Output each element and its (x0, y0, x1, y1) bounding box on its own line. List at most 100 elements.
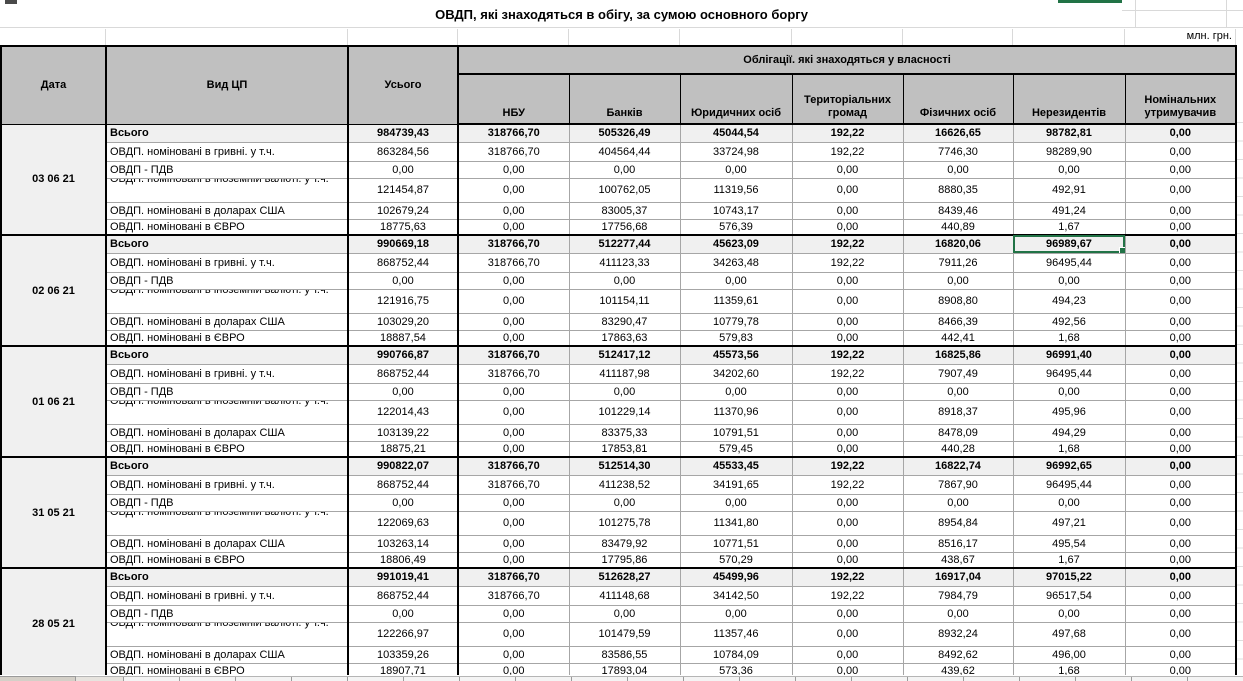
value-cell[interactable]: 0,00 (347, 382, 459, 400)
value-cell[interactable]: 83290,47 (568, 312, 680, 330)
value-cell[interactable]: 8918,37 (902, 399, 1013, 424)
value-cell[interactable]: 103029,20 (347, 312, 459, 330)
row-label-cell[interactable]: ОВДП. номіновані в доларах США (106, 201, 349, 219)
value-cell[interactable]: 11341,80 (679, 510, 792, 535)
value-cell[interactable]: 192,22 (791, 585, 903, 605)
col-header-banks[interactable]: Банків (568, 73, 681, 125)
value-cell[interactable]: 990766,87 (347, 345, 459, 364)
value-cell[interactable]: 98782,81 (1012, 123, 1125, 142)
value-cell[interactable]: 8954,84 (902, 510, 1013, 535)
value-cell[interactable]: 34191,65 (679, 474, 792, 494)
value-cell[interactable]: 0,00 (1124, 510, 1238, 535)
value-cell[interactable]: 0,00 (1124, 423, 1238, 441)
value-cell[interactable]: 0,00 (791, 645, 903, 663)
value-cell[interactable]: 318766,70 (457, 141, 569, 161)
value-cell[interactable]: 438,67 (902, 551, 1013, 568)
value-cell[interactable]: 868752,44 (347, 363, 459, 383)
value-cell[interactable]: 121454,87 (347, 177, 459, 202)
value-cell[interactable]: 1,68 (1012, 662, 1125, 679)
value-cell[interactable]: 0,00 (1124, 160, 1238, 178)
value-cell[interactable]: 0,00 (1124, 252, 1238, 272)
col-header-individuals[interactable]: Фізичних осіб (902, 73, 1014, 125)
value-cell[interactable]: 192,22 (791, 252, 903, 272)
value-cell[interactable]: 0,00 (1124, 621, 1238, 646)
value-cell[interactable]: 0,00 (902, 271, 1013, 289)
value-cell[interactable]: 0,00 (1124, 201, 1238, 219)
value-cell[interactable]: 0,00 (1124, 234, 1238, 253)
value-cell[interactable]: 579,83 (679, 329, 792, 346)
row-label-cell[interactable]: ОВДП. номіновані в іноземній валюті. у т… (106, 621, 349, 646)
value-cell[interactable]: 0,00 (791, 382, 903, 400)
value-cell[interactable]: 0,00 (902, 604, 1013, 622)
value-cell[interactable]: 0,00 (902, 160, 1013, 178)
value-cell[interactable]: 1,68 (1012, 440, 1125, 457)
value-cell[interactable]: 10743,17 (679, 201, 792, 219)
row-label-cell[interactable]: ОВДП. номіновані в доларах США (106, 423, 349, 441)
value-cell[interactable]: 0,00 (1124, 551, 1238, 568)
value-cell[interactable]: 0,00 (791, 621, 903, 646)
row-label-cell[interactable]: ОВДП. номіновані в гривні. у т.ч. (106, 141, 349, 161)
value-cell[interactable]: 16825,86 (902, 345, 1013, 364)
value-cell[interactable]: 576,39 (679, 218, 792, 235)
value-cell[interactable]: 17795,86 (568, 551, 680, 568)
row-label-cell[interactable]: Всього (106, 456, 349, 475)
value-cell[interactable]: 0,00 (1124, 177, 1238, 202)
value-cell[interactable]: 411148,68 (568, 585, 680, 605)
row-label-cell[interactable]: ОВДП. номіновані в ЄВРО (106, 329, 349, 346)
value-cell[interactable]: 96992,65 (1012, 456, 1125, 475)
value-cell[interactable]: 0,00 (791, 662, 903, 679)
value-cell[interactable]: 122069,63 (347, 510, 459, 535)
value-cell[interactable]: 8439,46 (902, 201, 1013, 219)
value-cell[interactable]: 0,00 (791, 551, 903, 568)
value-cell[interactable]: 0,00 (791, 399, 903, 424)
value-cell[interactable]: 318766,70 (457, 345, 569, 364)
value-cell[interactable]: 0,00 (791, 440, 903, 457)
row-label-cell[interactable]: ОВДП. номіновані в доларах США (106, 534, 349, 552)
value-cell[interactable]: 45044,54 (679, 123, 792, 142)
value-cell[interactable]: 0,00 (1124, 141, 1238, 161)
value-cell[interactable]: 100762,05 (568, 177, 680, 202)
value-cell[interactable]: 18875,21 (347, 440, 459, 457)
selection-fill-handle[interactable] (1118, 246, 1125, 253)
value-cell[interactable]: 494,29 (1012, 423, 1125, 441)
value-cell[interactable]: 18775,63 (347, 218, 459, 235)
value-cell[interactable]: 16822,74 (902, 456, 1013, 475)
row-label-cell[interactable]: ОВДП. номіновані в гривні. у т.ч. (106, 585, 349, 605)
value-cell[interactable]: 0,00 (1124, 218, 1238, 235)
value-cell[interactable]: 579,45 (679, 440, 792, 457)
row-label-cell[interactable]: ОВДП. номіновані в іноземній валюті. у т… (106, 288, 349, 313)
value-cell[interactable]: 103263,14 (347, 534, 459, 552)
value-cell[interactable]: 97015,22 (1012, 567, 1125, 586)
value-cell[interactable]: 192,22 (791, 141, 903, 161)
value-cell[interactable]: 0,00 (791, 493, 903, 511)
row-label-cell[interactable]: ОВДП - ПДВ (106, 382, 349, 400)
value-cell[interactable]: 411187,98 (568, 363, 680, 383)
value-cell[interactable]: 7867,90 (902, 474, 1013, 494)
row-label-cell[interactable]: ОВДП - ПДВ (106, 160, 349, 178)
value-cell[interactable]: 0,00 (457, 312, 569, 330)
row-label-cell[interactable]: ОВДП. номіновані в ЄВРО (106, 662, 349, 679)
value-cell[interactable]: 0,00 (1124, 382, 1238, 400)
value-cell[interactable]: 8466,39 (902, 312, 1013, 330)
value-cell[interactable]: 0,00 (679, 382, 792, 400)
value-cell[interactable]: 0,00 (791, 510, 903, 535)
value-cell[interactable]: 0,00 (679, 271, 792, 289)
value-cell[interactable]: 0,00 (679, 493, 792, 511)
value-cell[interactable]: 0,00 (457, 329, 569, 346)
row-label-cell[interactable]: ОВДП - ПДВ (106, 271, 349, 289)
value-cell[interactable]: 318766,70 (457, 474, 569, 494)
value-cell[interactable]: 0,00 (1124, 399, 1238, 424)
col-header-nonresidents[interactable]: Нерезидентів (1012, 73, 1126, 125)
value-cell[interactable]: 0,00 (347, 271, 459, 289)
value-cell[interactable]: 496,00 (1012, 645, 1125, 663)
value-cell[interactable]: 96495,44 (1012, 474, 1125, 494)
row-label-cell[interactable]: ОВДП. номіновані в іноземній валюті. у т… (106, 399, 349, 424)
value-cell[interactable]: 45533,45 (679, 456, 792, 475)
value-cell[interactable]: 411238,52 (568, 474, 680, 494)
row-label-cell[interactable]: ОВДП. номіновані в ЄВРО (106, 218, 349, 235)
value-cell[interactable]: 0,00 (457, 510, 569, 535)
value-cell[interactable]: 18907,71 (347, 662, 459, 679)
value-cell[interactable]: 192,22 (791, 345, 903, 364)
value-cell[interactable]: 96991,40 (1012, 345, 1125, 364)
value-cell[interactable]: 440,89 (902, 218, 1013, 235)
